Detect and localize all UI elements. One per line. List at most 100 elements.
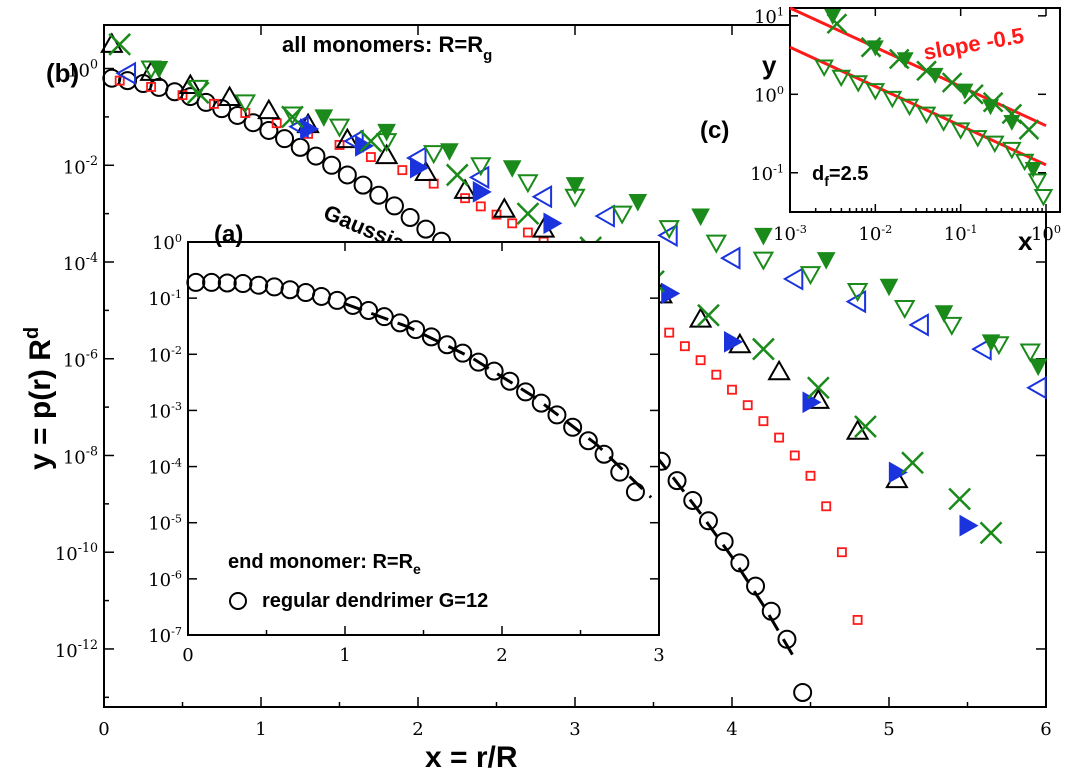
main-y-tick-label-sup: -6 [86,347,98,362]
inset-c-data-point-green-open-triangles [967,130,988,148]
data-point-green-filled-triangles [981,334,1001,352]
data-point-circles [290,137,310,157]
data-point-red-squares [271,118,282,129]
main-y-tick-label-base: 10 [63,254,86,275]
main-y-tick-label-base: 10 [63,157,86,178]
main-x-tick-label: 2 [412,719,423,740]
data-point-red-squares [146,81,157,92]
main-y-tick-label-sup: -8 [86,443,98,458]
main-x-tick-label: 6 [1040,719,1051,740]
data-point-green-x-b [901,451,924,475]
data-point-green-x-b [854,415,877,438]
data-point-blue-open-triangles [405,146,427,170]
data-point-red-squares [491,209,502,220]
data-point-green-filled-triangles [377,123,396,142]
main-y-axis-label-sup: d [21,327,43,339]
data-point-red-squares [774,432,785,443]
data-point-blue-open-triangles [115,61,137,86]
data-point-red-squares [852,614,863,625]
main-x-tick-label: 1 [255,719,266,740]
data-point-circles [353,175,373,195]
inset-c-y-label: y [762,50,777,80]
inset-a-y-tick-label-base: 10 [148,458,171,479]
inset-c-x-tick-label-base: 10 [773,224,796,245]
inset-a-y-tick-label-base: 10 [148,514,171,535]
data-point-blue-open-triangles [908,313,929,337]
data-point-blue-filled-triangles [661,282,681,305]
data-point-green-open-triangles [799,266,822,286]
inset-a-gaussian-fit-line [344,302,653,499]
inset-c-y-tick-label-sup: 0 [777,84,784,97]
main-y-tick-label-sup: -12 [78,637,98,652]
inset-a-data-point [453,343,473,363]
inset-a-y-tick-label-sup: -4 [171,456,182,469]
main-gaussian-curve [636,432,797,660]
inset-a-y-tick-label: 10-5 [148,513,182,535]
data-point-circles [369,185,389,205]
data-point-circles [384,196,404,216]
inset-a-y-tick-label-base: 10 [148,626,171,647]
data-point-green-x-b [948,487,972,511]
inset-a-y-tick-label-base: 10 [148,570,171,591]
main-y-tick-label-base: 10 [55,641,78,662]
inset-a-data-point [578,431,598,451]
data-point-green-x-b [806,376,830,400]
data-point-green-open-triangles [705,234,728,254]
data-point-red-squares [114,75,125,86]
main-series [100,32,1048,702]
panel-a-label: (a) [214,221,243,248]
main-y-tick-label: 10-6 [63,347,98,372]
inset-a-data-point [437,335,457,355]
inset-c-data-point-green-filled-triangles [1024,162,1042,179]
data-point-circles [416,219,436,239]
inset-c-series-green-open-triangles [814,59,1054,207]
data-point-green-open-triangles [1019,343,1042,363]
data-point-green-open-triangles [564,188,586,208]
data-point-red-squares [679,341,690,352]
inset-c-data-point-green-filled-triangles [896,52,914,69]
data-point-red-squares [475,201,486,212]
inset-a-data-point [563,417,583,437]
data-point-red-squares [334,140,345,150]
data-point-black-triangles [335,127,360,149]
inset-c-data-point-green-open-triangles [865,83,886,101]
data-point-red-squares [240,108,251,118]
inset-c-y-tick-label-base: 10 [754,85,777,106]
data-point-black-triangles [257,98,281,120]
data-point-blue-filled-triangles [888,461,908,484]
df-label: df=2.5 [812,163,868,189]
main-y-tick-label: 10-10 [55,540,98,565]
main-x-tick-label: 5 [883,719,894,740]
inset-c-data-point-green-x-b [1018,119,1040,140]
main-y-tick-label: 10-2 [63,153,98,178]
data-point-green-filled-triangles [628,194,648,212]
main-x-axis-label: x = r/R [425,741,518,774]
data-point-green-filled-triangles [879,278,899,297]
main-y-tick-label-sup: 0 [90,56,98,71]
df-label-d: d [812,163,824,185]
data-point-circles [400,208,420,228]
data-point-circles [306,146,326,166]
df-label-value: =2.5 [829,163,868,185]
df-label-sub: f [824,173,829,189]
inset-a-y-tick-label: 10-4 [148,456,182,478]
data-point-green-open-triangles [846,283,869,303]
data-point-green-open-triangles [517,174,539,194]
data-point-blue-open-triangles [1026,376,1047,400]
data-point-green-filled-triangles [754,227,773,246]
inset-c-x-tick-label: 10-2 [858,223,892,245]
inset-c-data-point-green-open-triangles [882,90,903,109]
main-y-tick-label: 100 [67,56,98,81]
inset-c-data-point-green-open-triangles [899,98,920,117]
data-point-green-x-b [752,337,775,361]
inset-c-y-tick-label-sup: 1 [777,6,784,19]
inset-c-x-tick-label-sup: 0 [1054,223,1061,236]
data-point-green-open-triangles [988,336,1010,356]
data-point-green-x-b [516,202,540,226]
data-point-green-open-triangles [375,133,398,153]
inset-a-y-tick-label-base: 10 [148,401,171,422]
data-point-red-squares [742,400,753,411]
inset-a-data-point [484,361,504,381]
inset-a-legend-title: end monomer: R=Re [228,551,421,577]
inset-c-x-tick-label-sup: -3 [796,223,807,236]
